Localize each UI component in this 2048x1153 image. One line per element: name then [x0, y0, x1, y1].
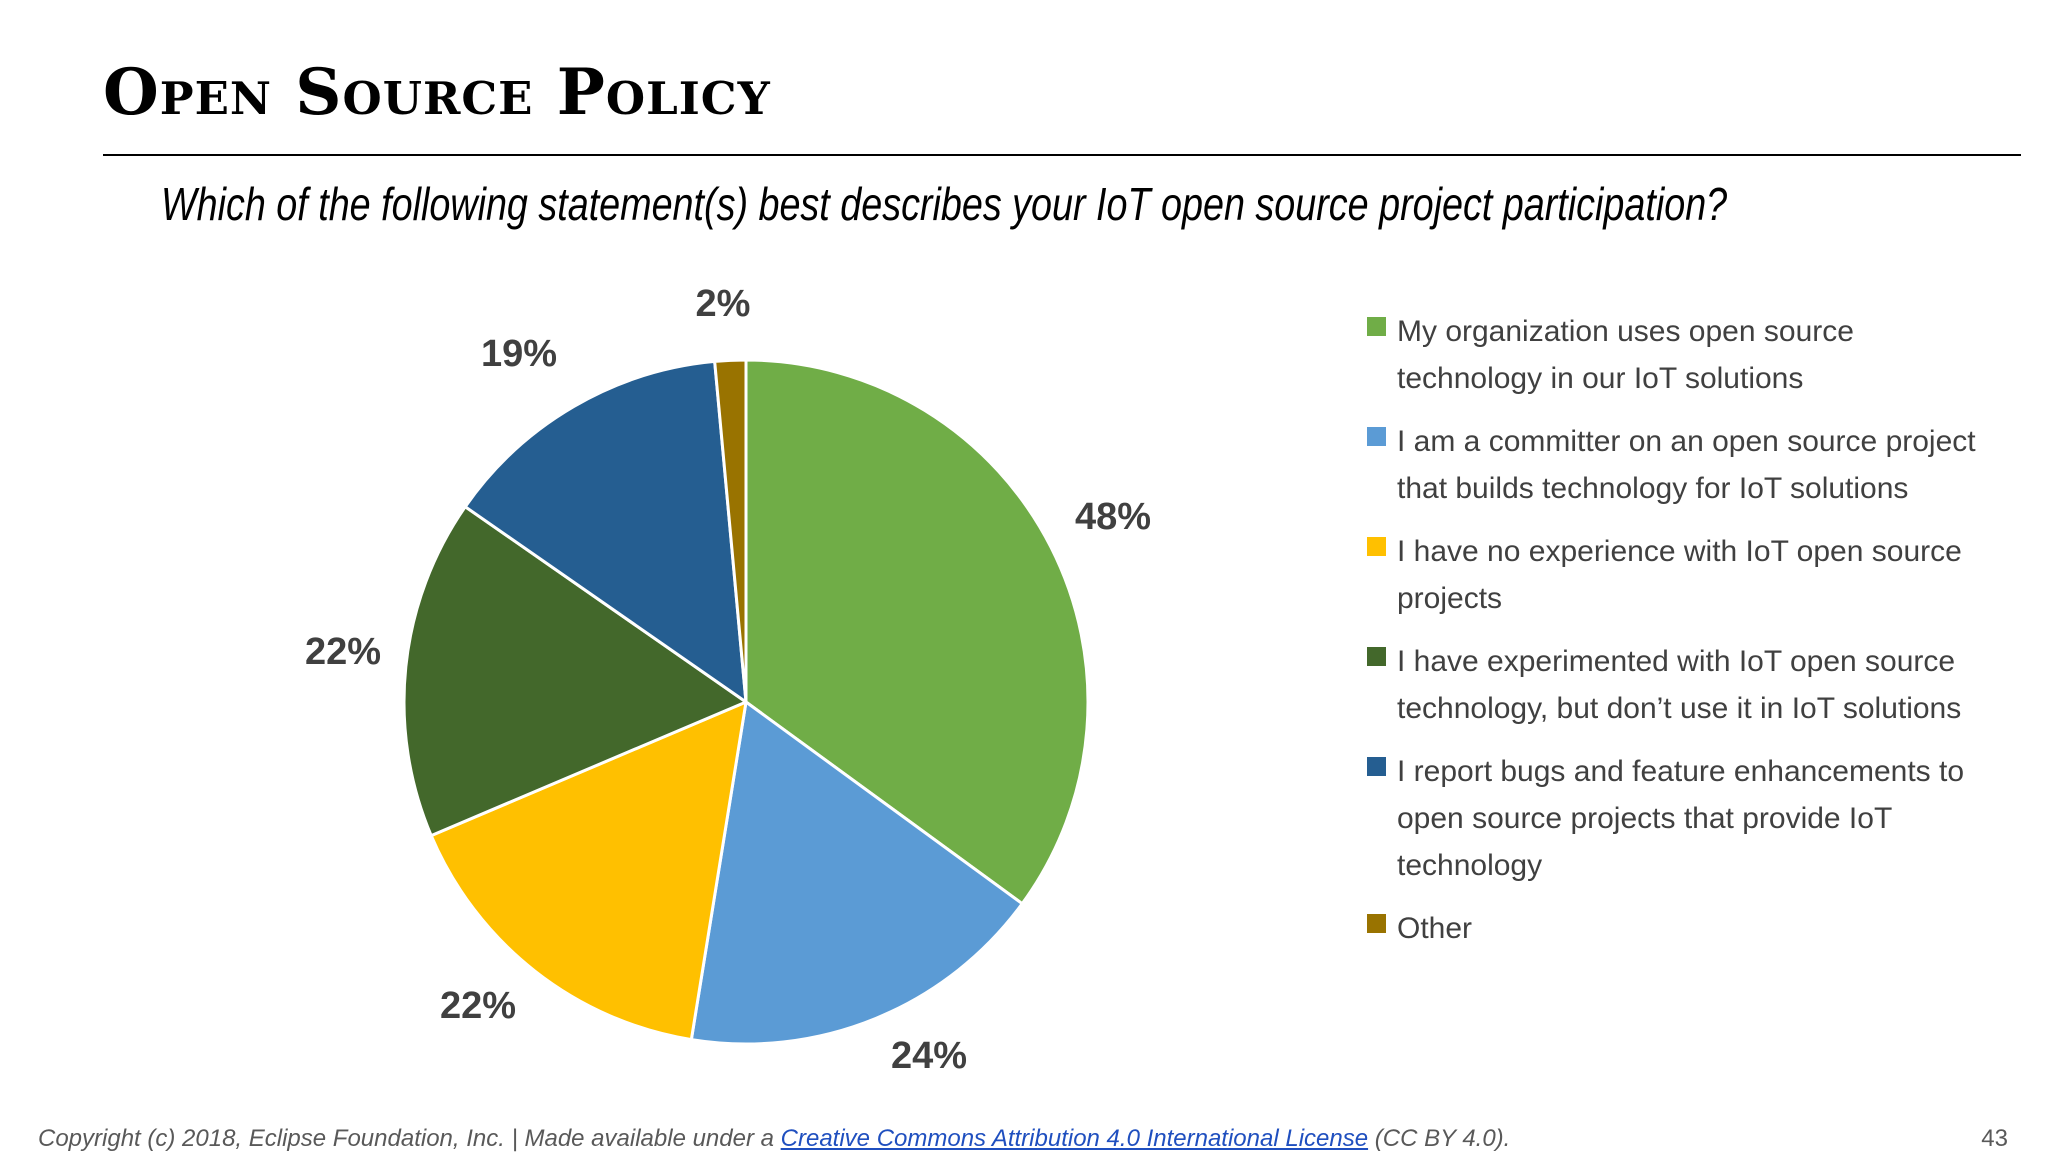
- pie-slice: [713, 358, 748, 704]
- pie-slice-label: 24%: [891, 1035, 967, 1077]
- copyright-text: Copyright (c) 2018, Eclipse Foundation, …: [38, 1125, 781, 1152]
- pie-slice: [402, 505, 748, 838]
- legend-label: I have experimented with IoT open source…: [1397, 645, 1962, 725]
- legend-swatch: [1367, 914, 1386, 933]
- license-link[interactable]: Creative Commons Attribution 4.0 Interna…: [780, 1125, 1369, 1152]
- page-number: 43: [1981, 1125, 2008, 1152]
- legend-label: I report bugs and feature enhancements t…: [1397, 755, 1965, 882]
- pie-labels: 48% 24% 22% 22% 19% 2%: [305, 283, 1151, 1077]
- legend-entry: I am a committer on an open source proje…: [1367, 418, 2007, 512]
- pie-slice-label: 19%: [481, 333, 557, 375]
- pie-slice: [744, 358, 1090, 906]
- pie-slice-label: 22%: [440, 985, 516, 1027]
- legend-swatch: [1367, 537, 1386, 556]
- legend-entry: My organization uses open source technol…: [1367, 308, 2007, 402]
- pie-slices: [402, 358, 1090, 1046]
- legend-label: My organization uses open source technol…: [1397, 315, 1854, 395]
- pie-slice-label: 2%: [696, 283, 751, 325]
- pie-slice: [689, 700, 1024, 1046]
- legend-label: Other: [1397, 912, 1473, 945]
- pie-slice-label: 48%: [1075, 496, 1151, 538]
- legend-swatch: [1367, 757, 1386, 776]
- chart-title: Which of the following statement(s) best…: [161, 178, 1728, 230]
- legend-label: I have no experience with IoT open sourc…: [1397, 535, 1962, 615]
- legend-swatch: [1367, 427, 1386, 446]
- license-short: (CC BY 4.0).: [1368, 1125, 1511, 1152]
- slide-title: Open Source Policy: [103, 55, 771, 130]
- pie-slice-label: 22%: [305, 631, 381, 673]
- legend-swatch: [1367, 317, 1386, 336]
- legend-entry: I have no experience with IoT open sourc…: [1367, 528, 2007, 622]
- pie-slice: [463, 359, 748, 704]
- title-divider: [103, 154, 2021, 156]
- copyright-footer: Copyright (c) 2018, Eclipse Foundation, …: [38, 1125, 1510, 1153]
- legend-entry: Other: [1367, 905, 2007, 952]
- pie-slice: [429, 700, 748, 1042]
- legend-label: I am a committer on an open source proje…: [1397, 425, 1976, 505]
- legend-entry: I report bugs and feature enhancements t…: [1367, 748, 2007, 889]
- chart-legend: My organization uses open source technol…: [1367, 308, 2007, 968]
- legend-swatch: [1367, 647, 1386, 666]
- legend-entry: I have experimented with IoT open source…: [1367, 638, 2007, 732]
